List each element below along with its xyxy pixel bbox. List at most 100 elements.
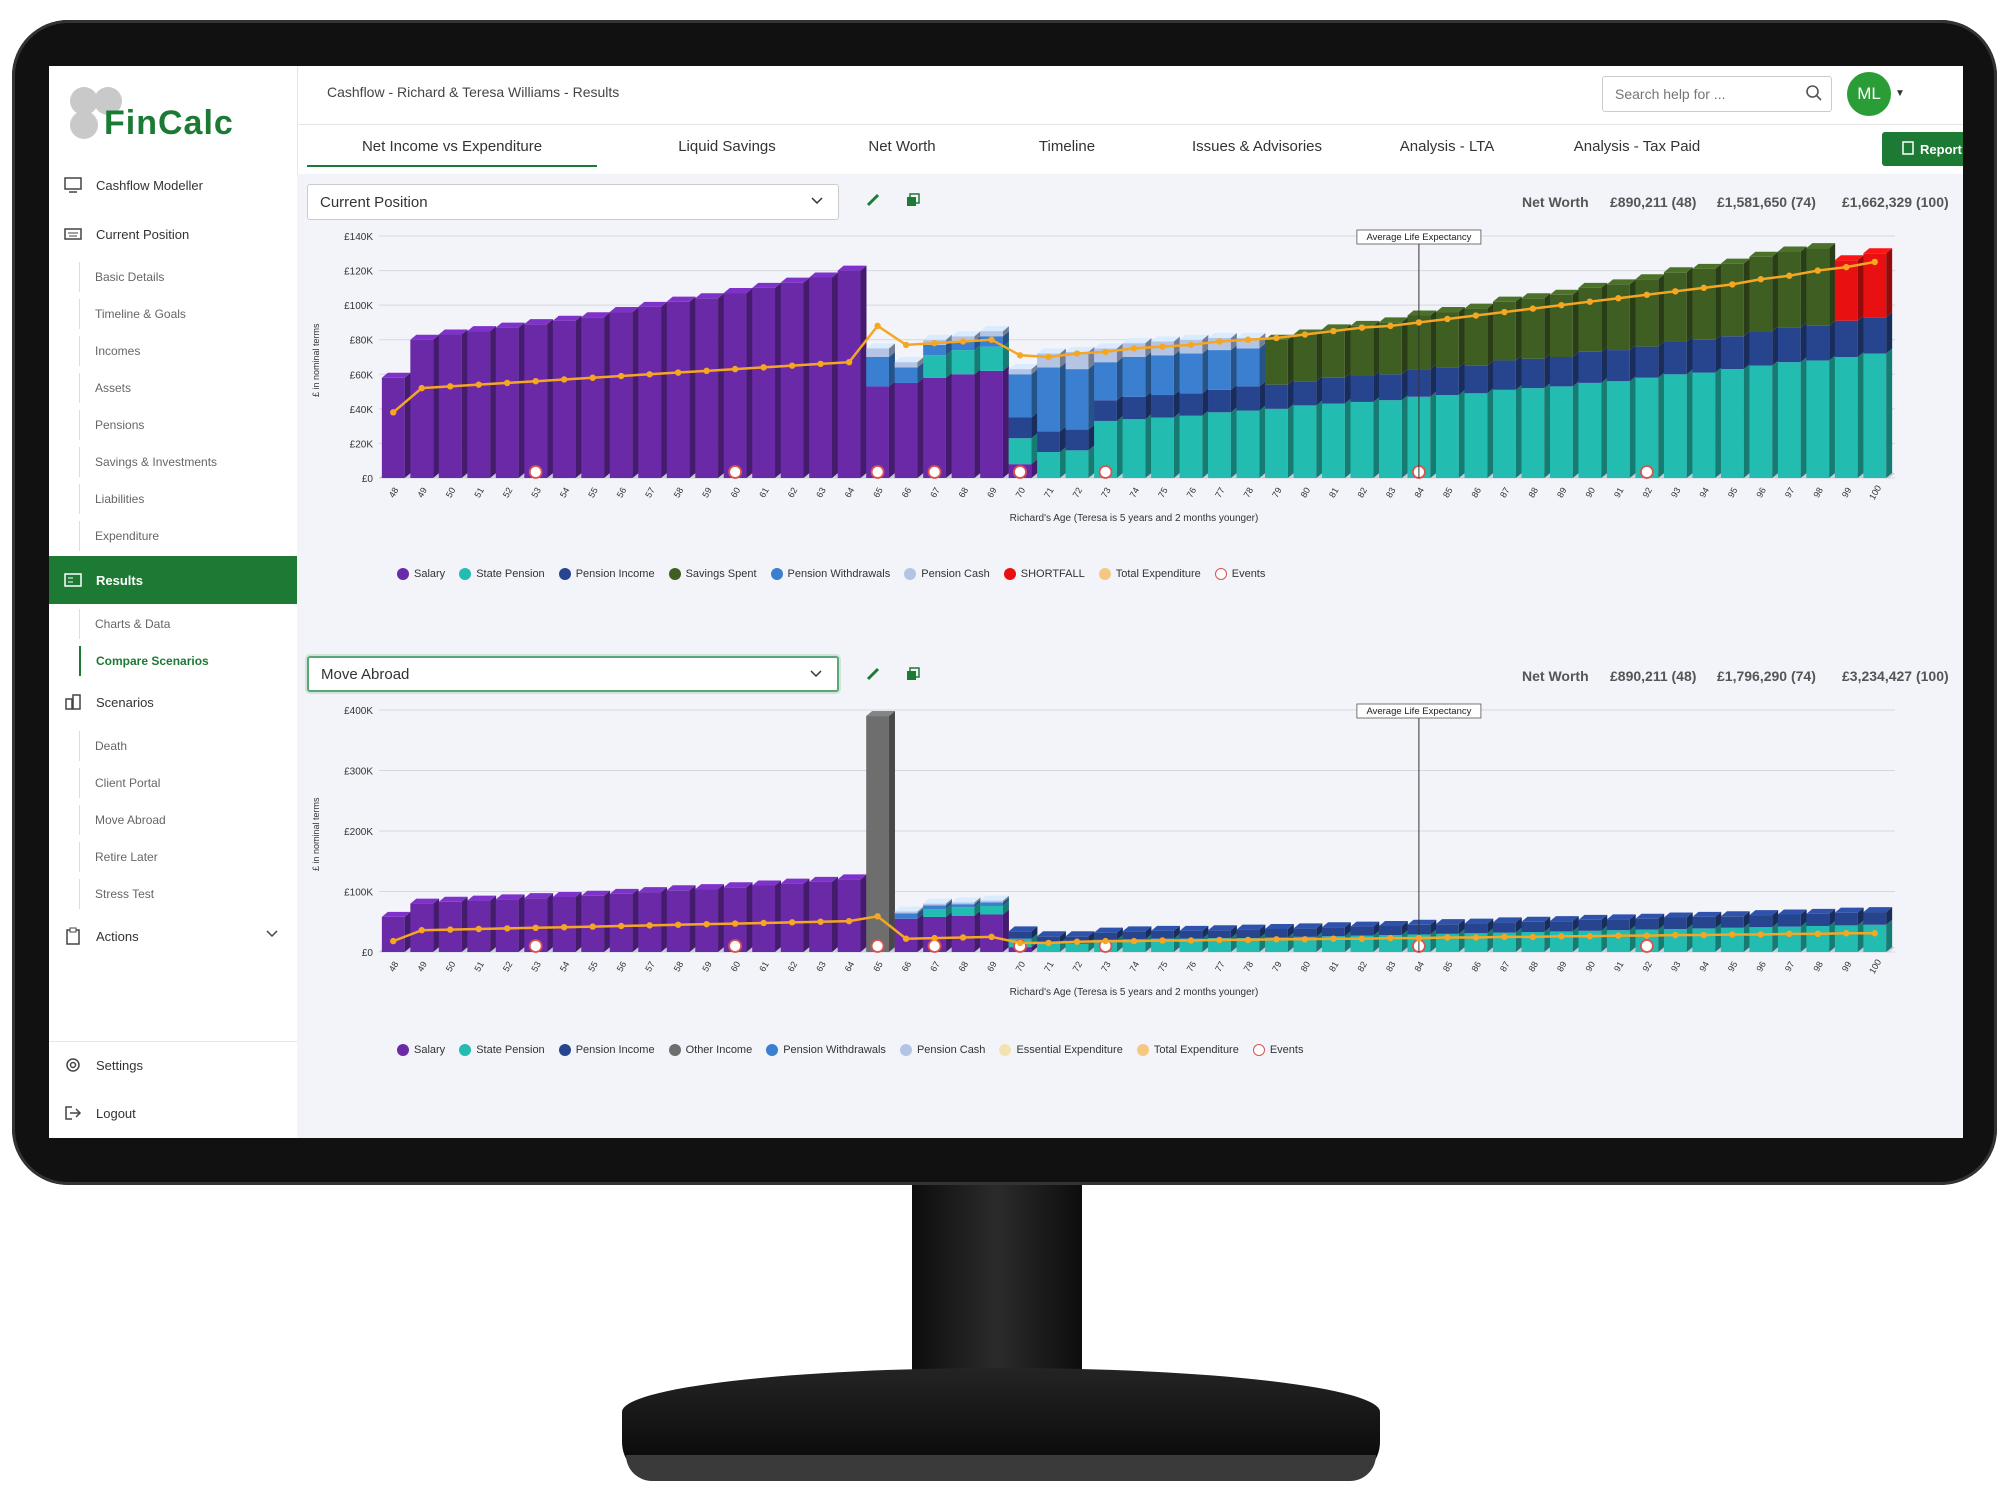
bar-side bbox=[1743, 922, 1750, 952]
x-tick-label: 56 bbox=[615, 960, 629, 974]
nav-results[interactable]: Results bbox=[49, 556, 297, 604]
nav-assets[interactable]: Assets bbox=[79, 373, 297, 403]
bar-side bbox=[404, 911, 411, 952]
legend-item[interactable]: Total Expenditure bbox=[1136, 1044, 1239, 1056]
tab-net-income[interactable]: Net Income vs Expenditure bbox=[307, 138, 597, 167]
legend-item[interactable]: State Pension bbox=[459, 1044, 545, 1056]
search-icon[interactable] bbox=[1805, 84, 1823, 107]
edit-icon[interactable] bbox=[865, 192, 881, 212]
bar-side bbox=[1401, 930, 1408, 952]
tab-analysis-lta[interactable]: Analysis - LTA bbox=[1399, 138, 1495, 155]
bar-segment bbox=[1236, 938, 1260, 952]
legend-item[interactable]: Pension Cash bbox=[899, 1044, 985, 1056]
user-avatar[interactable]: ML bbox=[1847, 72, 1891, 116]
legend-item[interactable]: Events bbox=[1252, 1044, 1303, 1056]
report-button[interactable]: Report bbox=[1882, 132, 1963, 166]
scenario-select-2[interactable]: Move Abroad bbox=[307, 656, 839, 692]
legend-item[interactable]: Total Expenditure bbox=[1098, 568, 1201, 580]
bar-side bbox=[1059, 362, 1066, 432]
nav-settings[interactable]: Settings bbox=[49, 1046, 297, 1084]
nav-timeline-goals[interactable]: Timeline & Goals bbox=[79, 299, 297, 329]
legend-item[interactable]: Pension Cash bbox=[904, 568, 990, 580]
bar-top bbox=[1749, 251, 1779, 257]
x-tick-label: 57 bbox=[643, 486, 657, 500]
bar-side bbox=[1515, 296, 1522, 361]
tab-timeline[interactable]: Timeline bbox=[1038, 138, 1096, 155]
nav-expenditure[interactable]: Expenditure bbox=[79, 521, 297, 551]
nav-client-portal[interactable]: Client Portal bbox=[79, 768, 297, 798]
bar-segment bbox=[1379, 374, 1402, 401]
legend-item[interactable]: Salary bbox=[397, 1044, 445, 1056]
legend-item[interactable]: Salary bbox=[397, 568, 445, 580]
caret-down-icon[interactable]: ▼ bbox=[1895, 88, 1905, 99]
x-tick-label: 87 bbox=[1498, 486, 1512, 500]
bar-top bbox=[438, 329, 468, 335]
tab-liquid-savings[interactable]: Liquid Savings bbox=[678, 138, 776, 155]
nav-liabilities[interactable]: Liabilities bbox=[79, 484, 297, 514]
nav-scenarios[interactable]: Scenarios bbox=[49, 683, 297, 721]
legend-item[interactable]: Pension Withdrawals bbox=[770, 568, 890, 580]
nav-logout[interactable]: Logout bbox=[49, 1094, 297, 1132]
tab-net-worth[interactable]: Net Worth bbox=[868, 138, 936, 155]
bar-segment bbox=[923, 344, 946, 356]
nav-current-position[interactable]: Current Position bbox=[49, 215, 297, 253]
nav-compare-scenarios[interactable]: Compare Scenarios bbox=[79, 646, 297, 676]
fincalc-logo[interactable]: FinCalc bbox=[59, 76, 289, 166]
bar-top bbox=[723, 288, 753, 294]
chevron-down-icon[interactable] bbox=[265, 927, 279, 942]
legend-item[interactable]: Events bbox=[1214, 568, 1265, 580]
legend-item[interactable]: Essential Expenditure bbox=[999, 1044, 1123, 1056]
bar-top bbox=[666, 885, 696, 891]
expenditure-point bbox=[560, 376, 568, 383]
nav-death[interactable]: Death bbox=[79, 731, 297, 761]
tab-issues-advisories[interactable]: Issues & Advisories bbox=[1191, 138, 1323, 155]
bar-side bbox=[1772, 251, 1779, 332]
nav-stress-test[interactable]: Stress Test bbox=[79, 879, 297, 909]
expenditure-point bbox=[1615, 932, 1622, 939]
nav-charts-data[interactable]: Charts & Data bbox=[79, 609, 297, 639]
nav-incomes[interactable]: Incomes bbox=[79, 336, 297, 366]
legend-item[interactable]: Pension Income bbox=[558, 1044, 655, 1056]
bar-side bbox=[1401, 369, 1408, 401]
bar-side bbox=[490, 326, 497, 478]
copy-icon[interactable] bbox=[905, 192, 921, 211]
x-tick-label: 75 bbox=[1156, 960, 1170, 974]
x-tick-label: 50 bbox=[444, 486, 458, 500]
legend-item[interactable]: Pension Income bbox=[558, 568, 655, 580]
bar-side bbox=[1886, 348, 1893, 478]
bar-side bbox=[461, 896, 468, 952]
legend-item[interactable]: Savings Spent bbox=[668, 568, 757, 580]
search-input[interactable] bbox=[1613, 85, 1787, 103]
bar-segment bbox=[1806, 248, 1830, 326]
expenditure-point bbox=[1843, 930, 1850, 937]
nav-move-abroad[interactable]: Move Abroad bbox=[79, 805, 297, 835]
x-axis-label: Richard's Age (Teresa is 5 years and 2 m… bbox=[1010, 513, 1259, 524]
bar-segment bbox=[410, 339, 434, 478]
bar-top bbox=[638, 301, 668, 307]
nav-retire-later[interactable]: Retire Later bbox=[79, 842, 297, 872]
x-tick-label: 86 bbox=[1469, 960, 1483, 974]
tab-analysis-tax-paid[interactable]: Analysis - Tax Paid bbox=[1573, 138, 1701, 155]
bar-side bbox=[1002, 326, 1009, 337]
nav-label: Current Position bbox=[96, 226, 190, 242]
scenario-select-1[interactable]: Current Position bbox=[307, 184, 839, 220]
bar-side bbox=[1458, 928, 1465, 952]
clover-icon bbox=[70, 87, 122, 139]
x-tick-label: 51 bbox=[472, 960, 486, 974]
legend-item[interactable]: State Pension bbox=[459, 568, 545, 580]
bar-side bbox=[1658, 274, 1665, 347]
bar-top bbox=[1151, 925, 1180, 931]
nav-basic-details[interactable]: Basic Details bbox=[79, 262, 297, 292]
nav-pensions[interactable]: Pensions bbox=[79, 410, 297, 440]
copy-icon[interactable] bbox=[905, 666, 921, 685]
legend-item[interactable]: SHORTFALL bbox=[1003, 568, 1085, 580]
legend-item[interactable]: Pension Withdrawals bbox=[766, 1044, 886, 1056]
nav-savings-investments[interactable]: Savings & Investments bbox=[79, 447, 297, 477]
edit-icon[interactable] bbox=[865, 666, 881, 686]
expenditure-point bbox=[760, 919, 767, 927]
search-box[interactable] bbox=[1602, 76, 1832, 112]
bar-top bbox=[723, 882, 753, 888]
nav-cashflow-modeller[interactable]: Cashflow Modeller bbox=[49, 166, 297, 204]
legend-item[interactable]: Other Income bbox=[668, 1044, 752, 1056]
nav-actions[interactable]: Actions bbox=[49, 917, 297, 955]
